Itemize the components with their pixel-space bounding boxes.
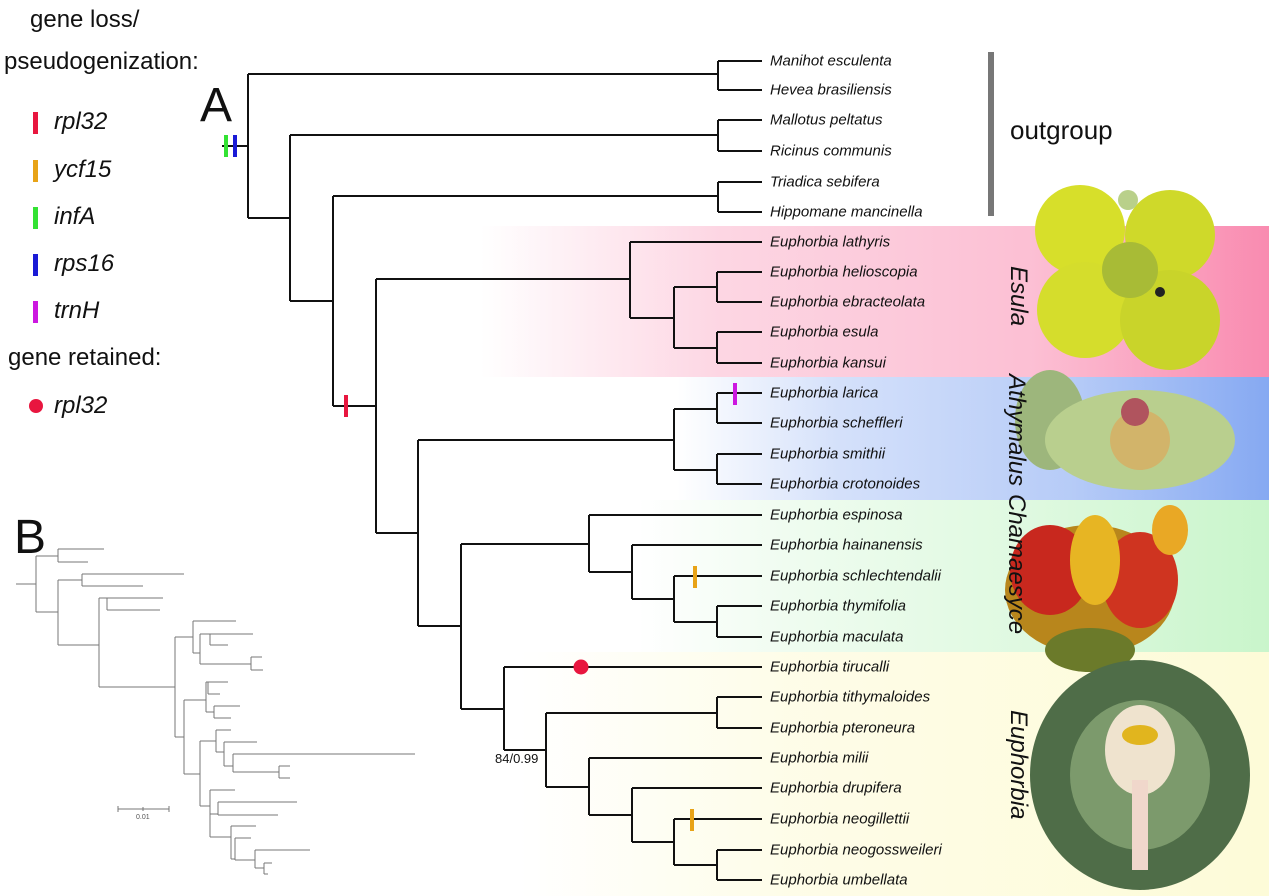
tree-branches <box>222 60 762 881</box>
taxon-label: Euphorbia neogillettii <box>770 810 910 828</box>
taxon-label: Euphorbia tirucalli <box>770 658 890 676</box>
taxon-label: Euphorbia milii <box>770 749 869 767</box>
taxon-label: Euphorbia umbellata <box>770 871 908 889</box>
outgroup-label: outgroup <box>1010 115 1113 145</box>
taxon-label: Euphorbia pteroneura <box>770 719 916 737</box>
rpl32-loss-marker <box>344 395 348 417</box>
clade-label-athymalus: Athymalus <box>1003 374 1030 487</box>
taxon-label: Euphorbia lathyris <box>770 233 891 251</box>
esula-flower-photo <box>1035 185 1220 370</box>
retained-legend-dot <box>29 399 43 413</box>
support-value: 84/0.99 <box>495 751 539 766</box>
taxon-label: Euphorbia larica <box>770 384 879 402</box>
taxon-label: Triadica sebifera <box>770 173 880 191</box>
outgroup-bracket <box>988 52 994 216</box>
clade-label-esula: Esula <box>1005 266 1032 327</box>
taxon-label: Euphorbia thymifolia <box>770 597 906 615</box>
taxon-label: Hippomane mancinella <box>770 203 923 221</box>
taxon-label: Euphorbia ebracteolata <box>770 293 926 311</box>
taxon-label: Euphorbia maculata <box>770 628 904 646</box>
tree-b-branches <box>16 548 415 875</box>
rpl32-legend-swatch <box>33 112 38 134</box>
infa-loss-marker <box>224 135 228 157</box>
taxon-label: Euphorbia helioscopia <box>770 263 918 281</box>
taxon-label: Euphorbia esula <box>770 323 879 341</box>
panel-a-label: A <box>200 79 233 132</box>
ycf15-loss-marker-schlechtendalii <box>693 566 697 588</box>
chamaesyce-flower-photo <box>1005 505 1188 672</box>
clade-label-chamaesyce: Chamaesyce <box>1003 494 1030 635</box>
rps16-legend-swatch <box>33 254 38 276</box>
athymalus-flower-photo <box>1015 370 1235 490</box>
taxon-label: Ricinus communis <box>770 142 892 160</box>
ycf15-legend-swatch <box>33 160 38 182</box>
legend-item-trnh: trnH <box>54 297 100 324</box>
taxon-label: Euphorbia schlechtendalii <box>770 567 941 585</box>
taxon-label: Euphorbia kansui <box>770 354 886 372</box>
taxon-label: Hevea brasiliensis <box>770 81 892 99</box>
taxon-label: Euphorbia scheffleri <box>770 414 903 432</box>
rpl32-retained-marker <box>573 659 589 675</box>
rps16-loss-marker <box>233 135 237 157</box>
legend-title-line2: pseudogenization: <box>4 48 199 75</box>
legend-item-ycf15: ycf15 <box>54 156 112 183</box>
euphorbia-flower-photo <box>1030 660 1250 890</box>
taxon-label: Manihot esculenta <box>770 52 892 70</box>
legend-retained-title: gene retained: <box>8 344 162 371</box>
taxon-label: Mallotus peltatus <box>770 111 883 129</box>
legend-item-rpl32: rpl32 <box>54 108 108 135</box>
legend-item-infa: infA <box>54 203 96 230</box>
legend-title-line1: gene loss/ <box>30 6 140 33</box>
clade-label-euphorbia: Euphorbia <box>1005 710 1032 820</box>
scale-bar <box>117 806 170 812</box>
taxon-label: Euphorbia smithii <box>770 445 886 463</box>
taxon-label: Euphorbia crotonoides <box>770 475 921 493</box>
trnh-loss-marker <box>733 383 737 405</box>
infa-legend-swatch <box>33 207 38 229</box>
ycf15-loss-marker-neogillettii <box>690 809 694 831</box>
taxon-label: Euphorbia espinosa <box>770 506 903 524</box>
panel-b-label: B <box>14 511 47 564</box>
taxon-label: Euphorbia tithymaloides <box>770 688 931 706</box>
legend-retained-rpl32: rpl32 <box>54 392 108 419</box>
trnh-legend-swatch <box>33 301 38 323</box>
scale-bar-label: 0.01 <box>136 814 150 821</box>
taxon-label: Euphorbia drupifera <box>770 779 902 797</box>
taxon-label: Euphorbia neogossweileri <box>770 841 942 859</box>
taxon-label: Euphorbia hainanensis <box>770 536 923 554</box>
legend-item-rps16: rps16 <box>54 250 115 277</box>
